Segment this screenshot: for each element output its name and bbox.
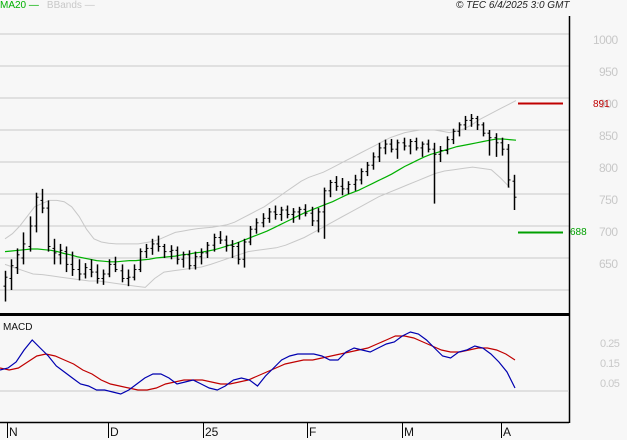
price-axis-label: 700	[599, 225, 618, 239]
date-axis-label: A	[503, 425, 512, 439]
legend-bbands: BBands —	[46, 0, 95, 11]
macd-signal-line	[0, 335, 516, 391]
date-axis-label: M	[404, 425, 414, 439]
date-axis-label: 25	[205, 425, 219, 439]
copyright-timestamp: © TEC 6/4/2025 3:0 GMT	[456, 0, 570, 11]
bollinger-lower-band	[4, 166, 511, 288]
resistance-label: 891	[593, 99, 610, 110]
macd-axis-label: 0.05	[600, 378, 620, 390]
date-axis-label: F	[309, 425, 317, 439]
price-axis-label: 900	[599, 97, 618, 111]
legend: MA20 — BBands —	[0, 0, 95, 11]
support-label: 688	[570, 227, 587, 238]
macd-axis-label: 0.15	[600, 358, 620, 370]
price-axis-label: 650	[599, 257, 618, 271]
date-axis-label: D	[110, 425, 119, 439]
date-axis-label: N	[9, 425, 18, 439]
price-axis-label: 750	[599, 193, 618, 207]
macd-line	[0, 331, 516, 395]
ma20-line	[4, 138, 517, 263]
macd-axis-label: 0.25	[600, 338, 620, 350]
price-axis-label: 850	[599, 129, 618, 143]
bollinger-upper-band	[4, 100, 517, 245]
price-axis-label: 950	[599, 65, 618, 79]
legend-ma20: MA20 —	[0, 0, 39, 11]
price-axis-label: 800	[599, 161, 618, 175]
price-axis-label: 1000	[593, 33, 618, 47]
macd-panel-title: MACD	[3, 322, 33, 333]
